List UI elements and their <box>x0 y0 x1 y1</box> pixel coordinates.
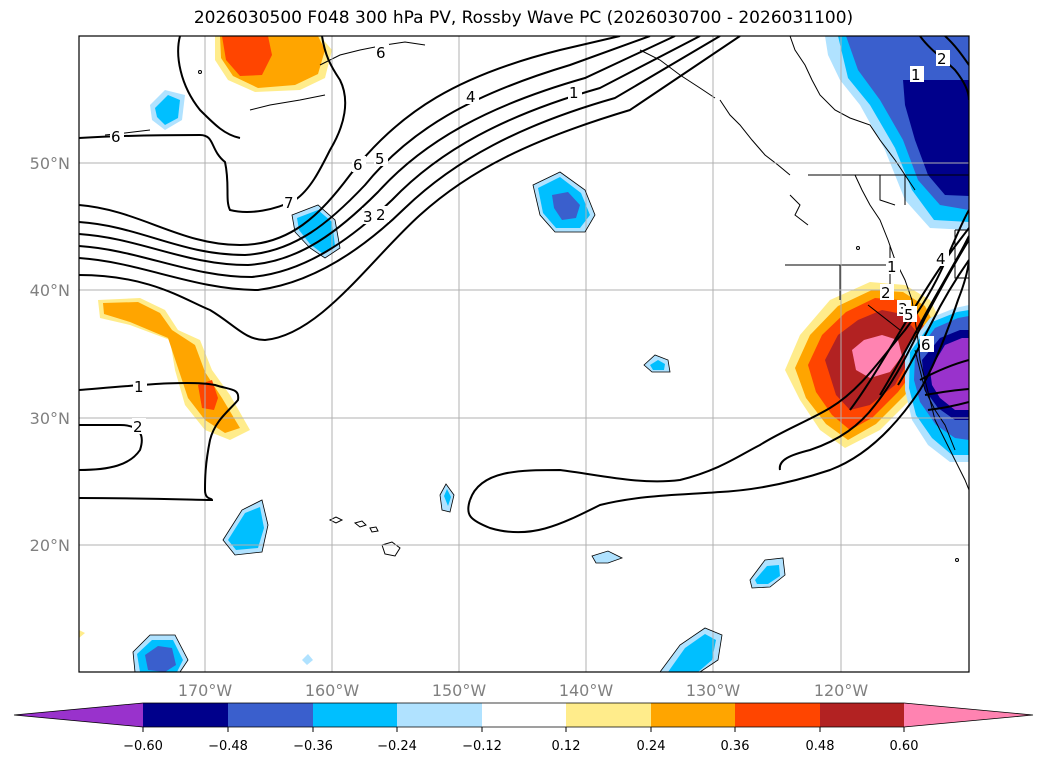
lon-label-160w: 160°W <box>305 681 360 700</box>
contour-label: 1 <box>134 378 144 396</box>
colorbar-segment <box>651 703 735 727</box>
colorbar-segment <box>313 703 397 727</box>
colorbar-tick-label: 0.24 <box>637 739 666 754</box>
contour-label: 6 <box>921 336 931 354</box>
pv-contours <box>79 36 969 534</box>
pv-anomaly-fills <box>79 36 969 672</box>
latitude-labels: 50°N 40°N 30°N 20°N <box>30 154 70 555</box>
contour-label: 5 <box>904 306 914 324</box>
lon-label-150w: 150°W <box>432 681 487 700</box>
lat-label-40n: 40°N <box>30 281 70 300</box>
colorbar-extend-high <box>904 703 1033 727</box>
islands <box>198 70 959 562</box>
contour-label: 2 <box>133 418 143 436</box>
colorbar-segment <box>397 703 482 727</box>
lon-label-140w: 140°W <box>559 681 614 700</box>
colorbar-tick-label: 0.60 <box>890 739 919 754</box>
contour-label: 4 <box>936 250 946 268</box>
map-frame <box>78 35 970 673</box>
map-title: 2026030500 F048 300 hPa PV, Rossby Wave … <box>193 8 854 28</box>
colorbar-segment <box>143 703 228 727</box>
contour-label: 4 <box>466 88 476 106</box>
colorbar-segment <box>735 703 820 727</box>
colorbar: −0.60 −0.48 −0.36 −0.24 −0.12 0.12 0.24 … <box>13 702 1034 754</box>
lon-label-130w: 130°W <box>686 681 741 700</box>
anomaly-outlines <box>132 171 786 672</box>
contour-label: 6 <box>111 128 121 146</box>
colorbar-tick-label: 0.12 <box>552 739 581 754</box>
contour-label: 2 <box>376 206 386 224</box>
colorbar-segment <box>482 703 566 727</box>
map-panel: 6 6 4 1 6 5 7 3 2 1 2 3 4 5 <box>79 36 969 672</box>
colorbar-tick-label: 0.48 <box>806 739 835 754</box>
contour-label: 6 <box>353 156 363 174</box>
colorbar-tick-label: −0.60 <box>123 739 163 754</box>
colorbar-segment <box>228 703 313 727</box>
contour-label: 6 <box>376 44 386 62</box>
lat-label-50n: 50°N <box>30 154 70 173</box>
colorbar-tick-label: 0.36 <box>721 739 750 754</box>
lat-label-20n: 20°N <box>30 536 70 555</box>
colorbar-segment <box>820 703 904 727</box>
colorbar-extend-low <box>14 703 143 727</box>
contour-label: 5 <box>375 150 385 168</box>
contour-labels: 6 6 4 1 6 5 7 3 2 1 2 3 4 5 <box>110 44 950 436</box>
gridlines <box>79 36 969 672</box>
contour-label: 1 <box>569 84 579 102</box>
colorbar-tick-label: −0.24 <box>377 739 417 754</box>
contour-label: 2 <box>881 284 891 302</box>
contour-label: 1 <box>911 66 921 84</box>
lon-label-120w: 120°W <box>814 681 869 700</box>
colorbar-tick-label: −0.48 <box>208 739 248 754</box>
longitude-labels: 170°W 160°W 150°W 140°W 130°W 120°W <box>178 681 869 700</box>
colorbar-tick-label: −0.36 <box>293 739 333 754</box>
colorbar-tick-label: −0.12 <box>462 739 502 754</box>
lon-label-170w: 170°W <box>178 681 233 700</box>
contour-label: 2 <box>937 50 947 68</box>
contour-label: 3 <box>363 208 373 226</box>
lat-label-30n: 30°N <box>30 409 70 428</box>
contour-label: 1 <box>887 258 897 276</box>
colorbar-segment <box>566 703 651 727</box>
contour-label: 7 <box>284 194 294 212</box>
contour-label: 3 <box>898 300 908 318</box>
